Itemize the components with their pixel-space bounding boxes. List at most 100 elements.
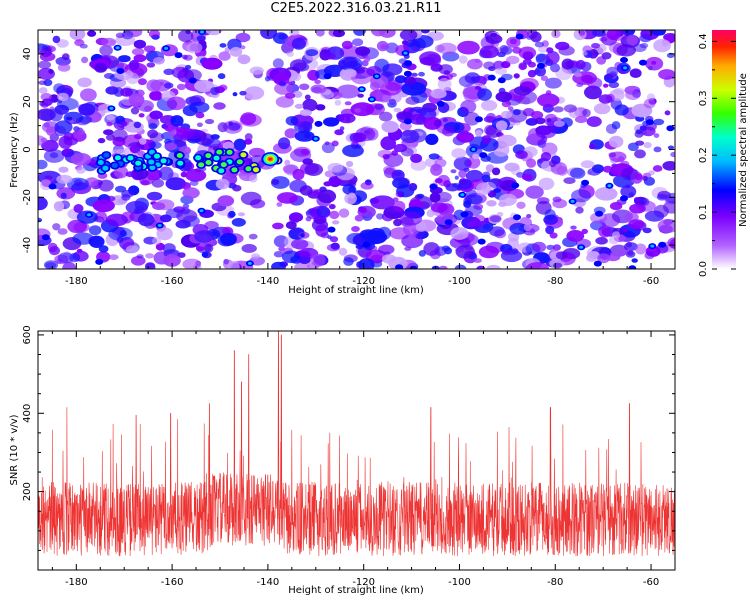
heatmap-blob [481, 135, 492, 144]
heatmap-blob [376, 213, 384, 220]
heatmap-blob [63, 136, 78, 146]
heatmap-blob [653, 146, 662, 153]
heatmap-blob [495, 120, 508, 131]
x-tick-label: -160 [161, 577, 184, 588]
heatmap-blob [57, 228, 68, 235]
heatmap-blob [240, 45, 246, 50]
heatmap-blob [662, 161, 675, 171]
heatmap-blob [151, 178, 164, 188]
heatmap-blob [420, 30, 430, 34]
heatmap-blob [399, 211, 423, 226]
heatmap-blob [341, 40, 353, 50]
heatmap-blob [291, 239, 309, 250]
heatmap-blob [121, 194, 131, 201]
heatmap-blob [180, 171, 188, 178]
x-tick-label: -80 [547, 276, 563, 287]
heatmap-blob [622, 227, 628, 233]
heatmap-blob [493, 188, 501, 193]
heatmap-blob [527, 69, 537, 78]
heatmap-blob [72, 232, 94, 245]
heatmap-blob [38, 60, 52, 69]
heatmap-blob [276, 202, 283, 207]
heatmap-blob [346, 232, 368, 245]
heatmap-blob [648, 66, 653, 71]
heatmap-hotspot [403, 118, 412, 125]
heatmap-blob [163, 254, 181, 267]
heatmap-blob [595, 237, 608, 245]
heatmap-blob [299, 83, 310, 91]
x-tick-label: -80 [547, 577, 563, 588]
heatmap-y-axis: -40 -20 0 20 40 [22, 29, 675, 270]
heatmap-blob [563, 177, 576, 185]
heatmap-blob [248, 233, 258, 240]
heatmap-blob [60, 192, 67, 199]
heatmap-blob [642, 175, 648, 181]
heatmap-hotspot [639, 59, 647, 66]
heatmap-blob [665, 192, 675, 204]
heatmap-blob [248, 147, 265, 157]
heatmap-blob [164, 142, 178, 151]
heatmap-blob [165, 177, 187, 191]
heatmap-hotspot-core [359, 87, 364, 91]
heatmap-blob [118, 55, 131, 63]
heatmap-blob [338, 208, 350, 218]
heatmap-blob [355, 244, 364, 249]
heatmap-blob [430, 202, 448, 213]
heatmap-blob [314, 79, 321, 85]
heatmap-blob [670, 151, 675, 158]
heatmap-blob [354, 214, 364, 222]
heatmap-blob [185, 64, 192, 70]
heatmap-blob [146, 191, 163, 201]
heatmap-blob [77, 77, 92, 88]
heatmap-blob [346, 160, 354, 168]
heatmap-blob [581, 228, 588, 235]
heatmap-hotspot-core [650, 244, 655, 248]
heatmap-blob [348, 192, 356, 199]
heatmap-blob [481, 100, 498, 111]
heatmap-blob [288, 212, 304, 223]
heatmap-blob [597, 253, 610, 264]
heatmap-blob [518, 63, 527, 70]
heatmap-blob [88, 225, 102, 236]
heatmap-blob [278, 137, 291, 150]
heatmap-blob [473, 258, 482, 263]
heatmap-blob [472, 214, 487, 227]
signal-core [148, 159, 155, 165]
heatmap-blob [310, 84, 327, 94]
heatmap-blob [232, 184, 242, 192]
heatmap-blob [400, 129, 420, 144]
heatmap-blob [608, 135, 624, 148]
heatmap-blob [453, 156, 472, 171]
heatmap-blob [291, 37, 306, 50]
heatmap-blob [155, 242, 165, 251]
heatmap-blob [537, 93, 560, 108]
heatmap-blob [552, 244, 561, 251]
heatmap-blob [426, 209, 435, 218]
heatmap-blob [522, 58, 532, 65]
signal-core [205, 160, 212, 165]
heatmap-hotspot [48, 183, 57, 190]
x-tick-label: -100 [448, 577, 471, 588]
heatmap-hotspot [314, 120, 323, 127]
heatmap-blob [388, 98, 397, 105]
heatmap-blob [194, 168, 202, 173]
heatmap-hotspot-core [460, 193, 465, 197]
x-tick-label: -160 [161, 276, 184, 287]
heatmap-blob [164, 82, 174, 89]
heatmap-blob [204, 243, 214, 253]
heatmap-blob [163, 68, 175, 76]
heatmap-blob [353, 30, 366, 36]
heatmap-blob [566, 230, 585, 242]
heatmap-blob [100, 37, 117, 47]
heatmap-blob [106, 121, 113, 127]
heatmap-blob [44, 175, 53, 181]
heatmap-blob [139, 138, 147, 145]
heatmap-blob [273, 251, 284, 258]
heatmap-blob [38, 196, 48, 211]
heatmap-blob [355, 127, 376, 142]
heatmap-blob [302, 98, 318, 112]
heatmap-blob [437, 42, 457, 55]
heatmap-blob [626, 34, 638, 46]
heatmap-blob [640, 42, 649, 49]
